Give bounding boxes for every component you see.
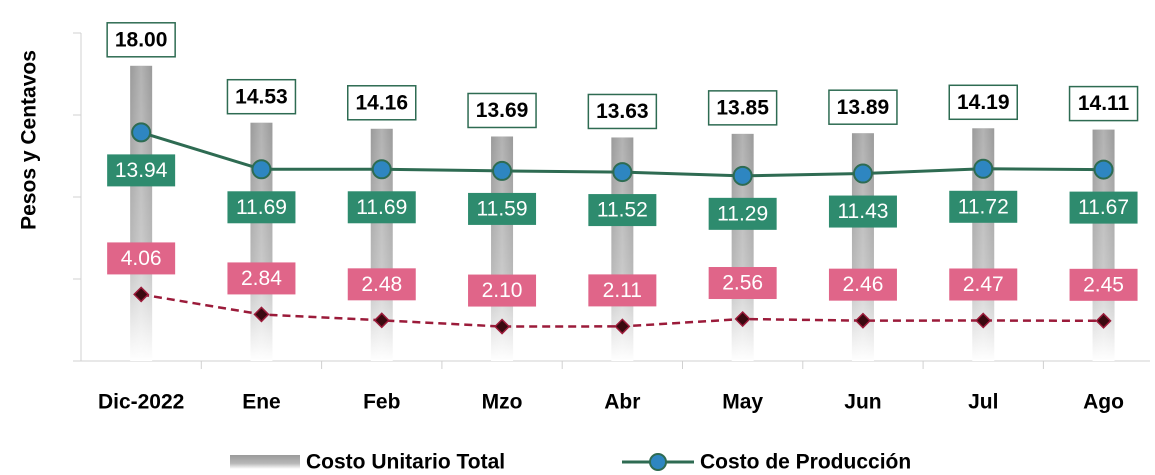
legend-swatch (230, 455, 300, 469)
value-label-box (707, 90, 778, 126)
value-label-box (1069, 268, 1138, 301)
point (493, 318, 511, 335)
bar-shine (370, 128, 393, 361)
value-label: 11.59 (477, 197, 528, 220)
bar-shine (731, 133, 754, 361)
value-label: 13.63 (596, 100, 649, 123)
value-label-box (949, 268, 1018, 301)
value-label-box (588, 194, 657, 227)
value-label: 11.43 (837, 200, 888, 223)
value-label-box (1068, 85, 1139, 122)
x-tick-label: Jun (844, 391, 881, 414)
value-label-box (467, 92, 537, 129)
value-label: 2.47 (963, 273, 1004, 296)
point (251, 159, 272, 180)
value-label: 11.29 (717, 202, 768, 225)
value-label-box (347, 85, 417, 121)
point (732, 165, 753, 186)
value-label: 14.19 (957, 91, 1010, 114)
value-label-box (588, 274, 657, 307)
point (612, 162, 633, 183)
value-label: 11.52 (597, 199, 648, 222)
x-tick-label: Abr (604, 391, 640, 414)
value-label: 11.67 (1078, 196, 1129, 219)
value-label: 13.69 (476, 99, 529, 122)
point (133, 286, 150, 303)
value-label-box (587, 93, 658, 130)
x-tick-label: May (722, 391, 763, 414)
point (734, 310, 751, 328)
value-label: 18.00 (115, 28, 168, 51)
x-tick-label: Dic-2022 (98, 391, 184, 414)
bar-shine (250, 122, 273, 361)
value-label: 2.48 (361, 273, 402, 296)
value-label: 4.06 (121, 247, 162, 270)
value-label-box (107, 242, 176, 275)
point (1093, 159, 1114, 180)
value-label: 2.45 (1083, 273, 1124, 296)
point (854, 312, 872, 329)
value-label-box (949, 190, 1018, 223)
value-label: 13.94 (115, 159, 168, 182)
value-label-box (347, 191, 416, 224)
value-label: 11.69 (356, 196, 407, 219)
value-label-box (468, 274, 537, 307)
x-tick-label: Feb (363, 391, 400, 414)
value-label-box (347, 268, 416, 301)
value-label: 14.11 (1078, 92, 1130, 115)
x-tick-label: Ene (242, 391, 281, 414)
value-label-box (226, 78, 297, 115)
bar-shine (972, 128, 995, 361)
y-axis-label: Pesos y Centavos (18, 50, 41, 230)
legend-swatch (649, 453, 667, 471)
value-label-box (106, 22, 176, 58)
value-label-box (107, 154, 176, 187)
legend-label: Costo Unitario Total (306, 451, 505, 474)
legend-label: Costo de Producción (700, 451, 911, 474)
point (975, 312, 992, 329)
point (492, 160, 513, 181)
value-label-box (468, 192, 537, 225)
value-label-box (708, 197, 777, 230)
value-label: 13.85 (716, 96, 769, 119)
x-tick-label: Jul (968, 391, 998, 414)
value-label-box (708, 267, 777, 300)
value-label-box (1069, 191, 1138, 224)
value-label: 14.53 (235, 85, 288, 108)
value-label: 2.84 (241, 267, 282, 290)
value-label-box (227, 191, 296, 224)
value-label: 11.72 (958, 195, 1009, 218)
point (852, 163, 873, 184)
value-label-box (828, 195, 897, 228)
bar-shine (851, 133, 874, 361)
value-label: 2.46 (843, 273, 884, 296)
value-label-box (828, 268, 897, 301)
value-label: 14.16 (355, 91, 408, 114)
bar-shine (1092, 129, 1115, 361)
value-label: 2.10 (482, 279, 523, 302)
point (253, 306, 270, 323)
value-label: 13.89 (837, 96, 890, 119)
point (973, 158, 994, 179)
point (371, 159, 392, 180)
point (373, 312, 390, 329)
value-label-box (948, 84, 1018, 121)
point (1095, 312, 1112, 329)
x-tick-label: Mzo (482, 391, 523, 414)
value-label: 2.11 (603, 279, 642, 302)
value-label: 2.56 (722, 272, 763, 295)
point (131, 122, 152, 143)
value-label-box (227, 262, 296, 295)
value-label: 11.69 (236, 196, 287, 219)
point (614, 318, 631, 335)
x-tick-label: Ago (1083, 391, 1124, 414)
bar-shine (130, 65, 153, 362)
value-label-box (828, 89, 898, 125)
